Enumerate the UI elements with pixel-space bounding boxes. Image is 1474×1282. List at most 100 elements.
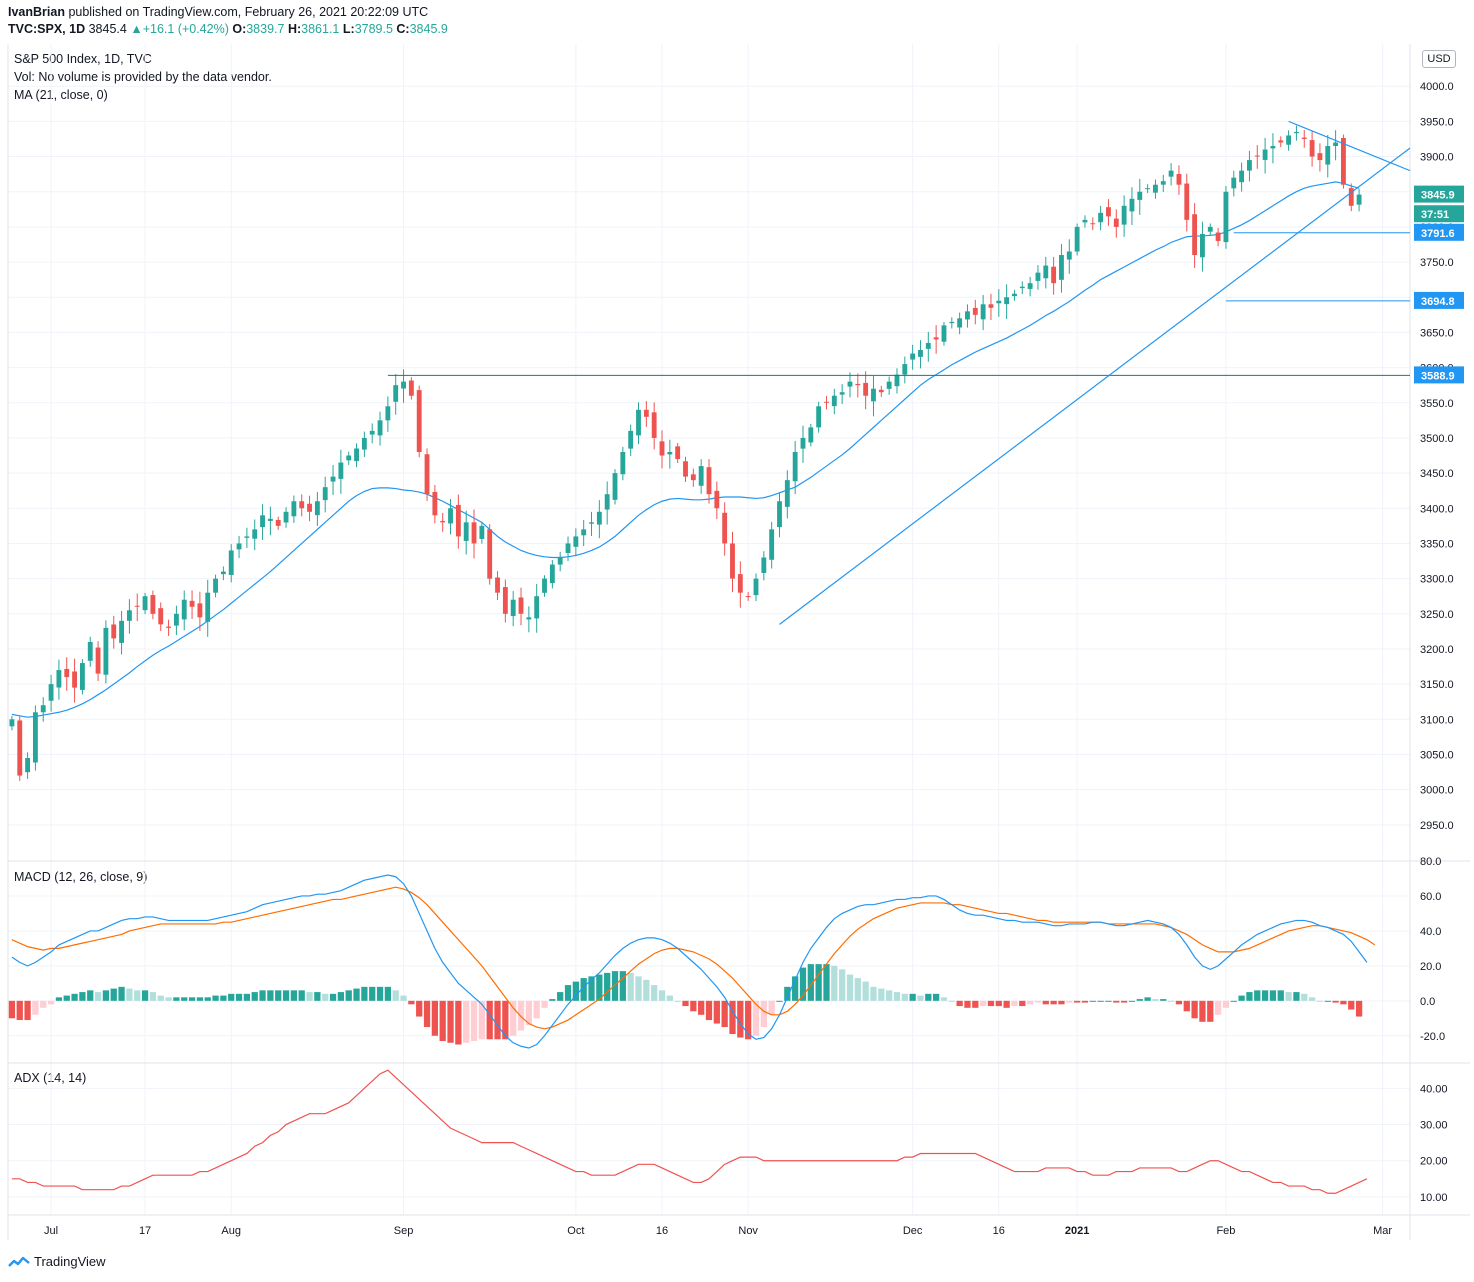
macd-histogram-bar bbox=[643, 979, 650, 1001]
candle bbox=[158, 608, 164, 625]
candle bbox=[1309, 140, 1315, 157]
macd-histogram-bar bbox=[658, 990, 666, 1001]
price-label: 3588.9 bbox=[1421, 370, 1455, 382]
macd-histogram-bar bbox=[94, 992, 102, 1001]
candle bbox=[894, 374, 900, 387]
chart-title[interactable]: S&P 500 Index, 1D, TVC bbox=[14, 52, 152, 66]
macd-histogram-bar bbox=[337, 992, 345, 1001]
ma-line bbox=[11, 181, 1360, 718]
candle bbox=[40, 705, 46, 713]
macd-legend[interactable]: MACD (12, 26, close, 9) bbox=[14, 870, 148, 884]
macd-tick-label: 40.0 bbox=[1420, 926, 1441, 938]
macd-histogram-bar bbox=[635, 976, 642, 1001]
candle bbox=[275, 519, 281, 526]
publisher-line: IvanBrian published on TradingView.com, … bbox=[8, 5, 428, 19]
macd-histogram-bar bbox=[517, 1000, 525, 1031]
price-label-bg bbox=[1414, 366, 1464, 384]
adx-tick-label: 20.00 bbox=[1420, 1156, 1448, 1168]
macd-layer bbox=[8, 874, 1376, 1049]
macd-histogram-bar bbox=[8, 1000, 16, 1019]
volume-legend[interactable]: Vol: No volume is provided by the data v… bbox=[14, 70, 272, 84]
macd-histogram-bar bbox=[353, 988, 360, 1001]
candle bbox=[949, 321, 955, 324]
candle bbox=[824, 401, 829, 403]
candle bbox=[166, 626, 171, 628]
macd-histogram-bar bbox=[1003, 1000, 1010, 1008]
macd-histogram-bar bbox=[1073, 1000, 1081, 1003]
macd-histogram-bar bbox=[1120, 1000, 1128, 1003]
macd-histogram-bar bbox=[627, 972, 634, 1001]
candle bbox=[205, 592, 211, 622]
macd-axis: -20.0 0.0 20.0 40.0 60.0 80.0 bbox=[1420, 856, 1445, 1043]
macd-histogram-bar bbox=[1105, 1000, 1112, 1002]
candle bbox=[1012, 293, 1017, 297]
candle bbox=[244, 536, 250, 538]
macd-histogram-bar bbox=[470, 1000, 478, 1042]
currency-button[interactable]: USD bbox=[1422, 50, 1456, 68]
macd-histogram-bar bbox=[729, 1000, 736, 1035]
candle bbox=[401, 381, 406, 389]
candle bbox=[236, 543, 242, 550]
macd-histogram-bar bbox=[846, 974, 854, 1001]
macd-histogram-bar bbox=[1340, 1000, 1347, 1005]
candle bbox=[1333, 142, 1339, 146]
candle bbox=[228, 550, 234, 575]
candle bbox=[1317, 153, 1323, 161]
trend-line bbox=[1288, 120, 1411, 172]
candle bbox=[972, 307, 978, 315]
macd-histogram-bar bbox=[721, 1000, 728, 1028]
author-name[interactable]: IvanBrian bbox=[8, 5, 65, 19]
candle bbox=[111, 624, 117, 639]
price-tick-label: 3700.0 bbox=[1420, 292, 1454, 304]
macd-histogram-bar bbox=[1042, 1000, 1049, 1005]
macd-histogram-bar bbox=[1316, 1000, 1324, 1002]
candle bbox=[369, 430, 375, 435]
candle bbox=[1223, 191, 1229, 243]
macd-histogram-bar bbox=[165, 997, 172, 1001]
candle bbox=[1184, 183, 1190, 220]
macd-histogram-bar bbox=[674, 1000, 681, 1002]
candle bbox=[95, 647, 101, 674]
candle bbox=[690, 474, 696, 481]
candle bbox=[636, 409, 641, 436]
macd-histogram-bar bbox=[1269, 990, 1277, 1001]
candle bbox=[573, 536, 579, 547]
brand-name[interactable]: TradingView bbox=[34, 1254, 106, 1269]
macd-histogram-bar bbox=[329, 993, 337, 1001]
candle bbox=[48, 684, 54, 701]
macd-histogram-bar bbox=[55, 997, 63, 1001]
candle bbox=[1247, 160, 1252, 171]
ohlc-line: TVC:SPX, 1D 3845.4 ▲+16.1 (+0.42%) O:383… bbox=[8, 22, 448, 36]
macd-histogram-bar bbox=[502, 1000, 509, 1040]
macd-histogram-bar bbox=[682, 1000, 689, 1007]
macd-histogram-bar bbox=[987, 1000, 995, 1007]
macd-histogram-bar bbox=[940, 997, 948, 1001]
price-tick-label: 3250.0 bbox=[1420, 609, 1454, 621]
adx-layer bbox=[11, 1069, 1368, 1194]
candle bbox=[1153, 184, 1158, 193]
macd-histogram-bar bbox=[1081, 1000, 1089, 1003]
adx-legend[interactable]: ADX (14, 14) bbox=[14, 1071, 87, 1085]
macd-tick-label: 60.0 bbox=[1420, 891, 1441, 903]
candle bbox=[808, 427, 814, 443]
price-label-bg bbox=[1414, 223, 1464, 241]
ma-legend[interactable]: MA (21, close, 0) bbox=[14, 88, 108, 102]
candle bbox=[902, 364, 908, 375]
macd-histogram-bar bbox=[964, 1000, 971, 1008]
candle bbox=[142, 596, 148, 611]
candle bbox=[346, 455, 352, 461]
last-price: 3845.4 bbox=[88, 22, 127, 36]
candle bbox=[1059, 255, 1064, 280]
macd-histogram-bar bbox=[1113, 1000, 1120, 1003]
macd-histogram-bar bbox=[713, 1000, 720, 1024]
candle bbox=[1035, 272, 1041, 281]
macd-histogram-bar bbox=[870, 986, 877, 1001]
macd-histogram-bar bbox=[901, 993, 908, 1001]
grid bbox=[8, 44, 1410, 1215]
macd-histogram-bar bbox=[47, 1000, 55, 1005]
signal-line bbox=[11, 886, 1376, 1030]
price-tick-label: 3050.0 bbox=[1420, 749, 1454, 761]
macd-histogram-bar bbox=[1301, 993, 1308, 1001]
candle bbox=[330, 476, 336, 482]
